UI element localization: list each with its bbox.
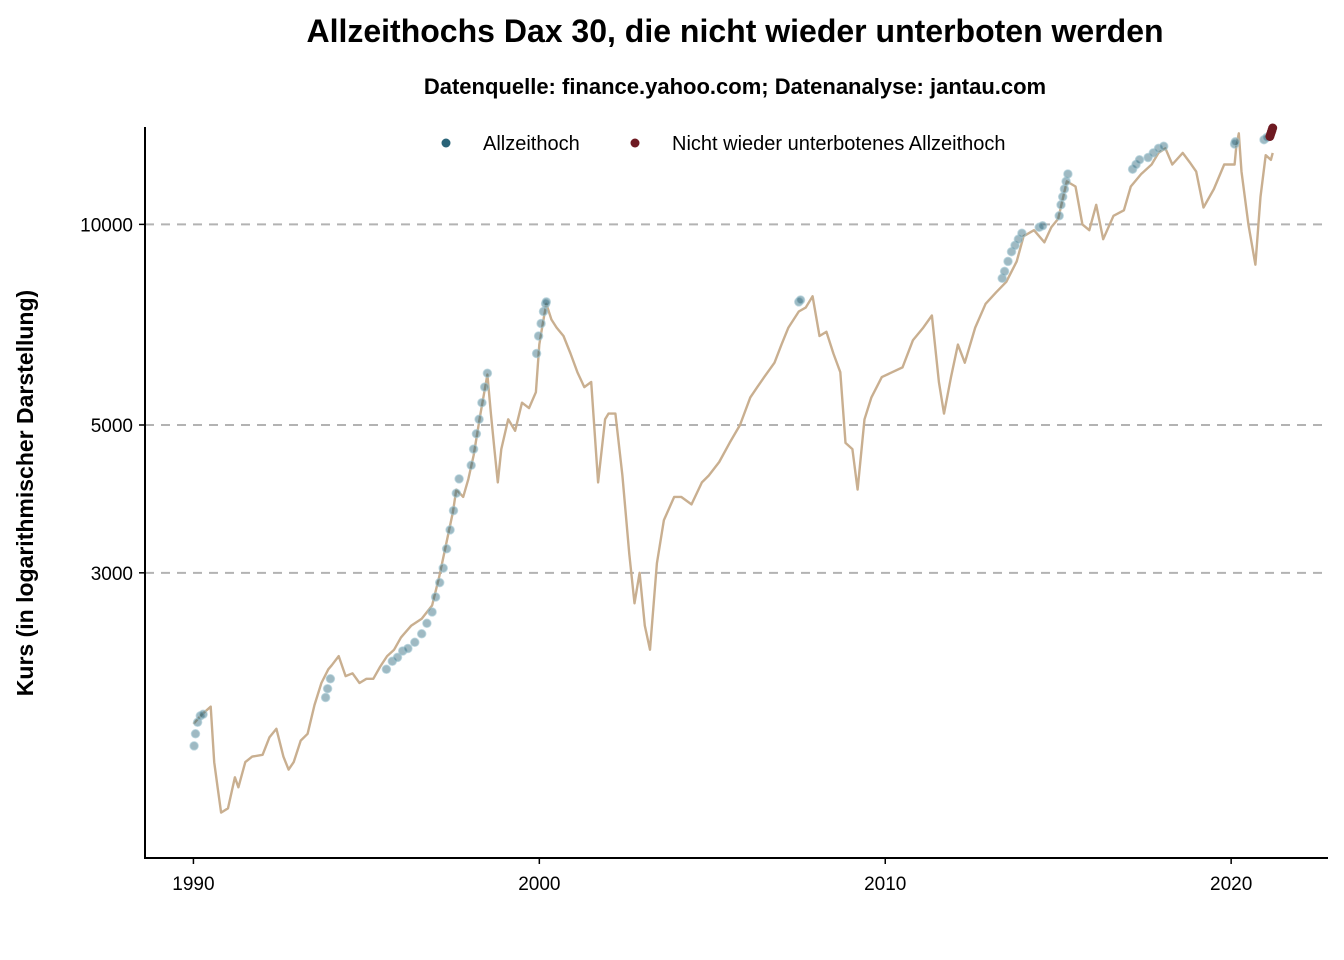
y-ticks: 3000 5000 10000 [80,215,145,584]
ath-point [537,320,545,328]
ath-point [452,489,460,497]
ath-point [436,579,444,587]
x-tick-label-2000: 2000 [518,874,560,895]
y-tick-label-10000: 10000 [80,215,133,236]
ath-point [483,369,491,377]
ath-point [382,665,390,673]
ath-point [443,545,451,553]
ath-point [450,507,458,515]
gridlines [145,224,1328,572]
legend-label-allzeithoch: Allzeithoch [483,133,580,155]
chart-title: Allzeithochs Dax 30, die nicht wieder un… [306,13,1163,49]
ath-point [326,675,334,683]
ath-point [540,308,548,316]
ath-point [190,742,198,750]
ath-point [1004,257,1012,265]
ath-point [423,619,431,627]
ath-point [322,694,330,702]
ath-point [481,383,489,391]
y-tick-label-5000: 5000 [91,416,133,437]
final-ath-points-group [1265,124,1277,142]
ath-point [533,350,541,358]
ath-point [1136,156,1144,164]
ath-point [1001,267,1009,275]
x-ticks: 1990 2000 2010 2020 [172,858,1252,895]
x-tick-label-1990: 1990 [172,874,214,895]
ath-point [1064,170,1072,178]
ath-point [446,526,454,534]
y-tick-label-3000: 3000 [91,564,133,585]
ath-point [478,399,486,407]
ath-point [1060,185,1068,193]
ath-point [535,332,543,340]
ath-point [1059,193,1067,201]
x-tick-label-2020: 2020 [1210,874,1252,895]
ath-point [1055,212,1063,220]
ath-point [1160,142,1168,150]
x-tick-label-2010: 2010 [864,874,906,895]
ath-point [1039,222,1047,230]
ath-point [472,430,480,438]
ath-point [418,630,426,638]
legend-label-nicht-unterboten: Nicht wieder unterbotenes Allzeithoch [672,133,1006,155]
legend: Allzeithoch Nicht wieder unterbotenes Al… [442,133,1006,155]
ath-point [455,475,463,483]
series-line-dax [193,133,1272,812]
ath-point [467,461,475,469]
ath-point [475,415,483,423]
series-line-group [193,133,1272,812]
chart-subtitle: Datenquelle: finance.yahoo.com; Datenana… [424,74,1046,99]
ath-point [1231,138,1239,146]
legend-marker-nicht-unterboten [631,139,640,148]
ath-point [439,564,447,572]
ath-point [432,593,440,601]
ath-point [1018,229,1026,237]
ath-point [1057,201,1065,209]
ath-point [199,710,207,718]
ath-point [797,296,805,304]
ath-point [404,645,412,653]
ath-point [192,730,200,738]
ath-point [428,608,436,616]
ath-point [470,445,478,453]
final-ath-point [1268,124,1277,133]
ath-point [324,685,332,693]
y-axis-label: Kurs (in logarithmischer Darstellung) [12,290,38,696]
ath-point [542,298,550,306]
ath-point [411,638,419,646]
legend-marker-allzeithoch [442,139,451,148]
